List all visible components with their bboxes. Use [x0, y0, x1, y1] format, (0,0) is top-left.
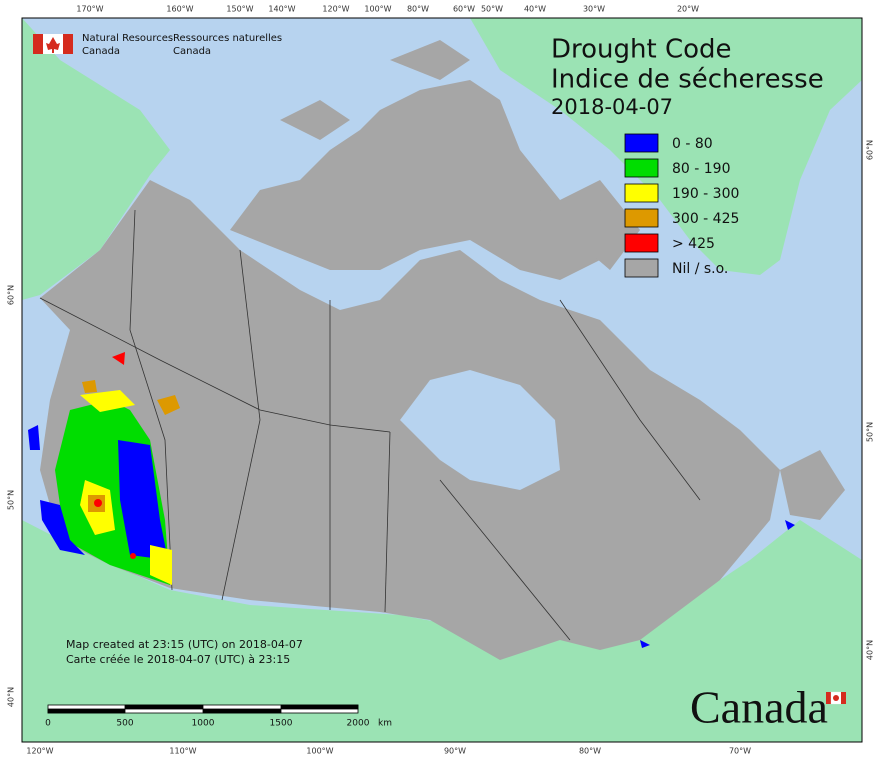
arctic-islands — [230, 80, 600, 280]
graticule-label: 40°W — [524, 5, 546, 14]
org-fr: Canada — [173, 46, 211, 57]
legend-swatch — [624, 133, 659, 153]
alaska — [22, 18, 170, 300]
wordmark: Canada — [690, 682, 828, 733]
org-en: Natural Resources — [82, 33, 173, 44]
graticule-label: 100°W — [306, 747, 333, 756]
wordmark-flag — [826, 691, 846, 705]
legend-swatch — [624, 233, 659, 253]
title-date: 2018-04-07 — [551, 95, 673, 119]
graticule-label: 100°W — [364, 5, 391, 14]
newfoundland — [780, 450, 845, 520]
graticule-label: 90°W — [444, 747, 466, 756]
graticule-label: 40°N — [866, 640, 875, 660]
scale-label: 1500 — [270, 719, 293, 729]
graticule-label: 140°W — [268, 5, 295, 14]
legend-label: > 425 — [672, 236, 715, 252]
scale-label: 2000 — [347, 719, 370, 729]
created-fr: Carte créée le 2018-04-07 (UTC) à 23:15 — [66, 653, 290, 666]
legend-label: 190 - 300 — [672, 186, 739, 202]
graticule-label: 60°N — [7, 285, 16, 305]
graticule-label: 60°N — [866, 140, 875, 160]
graticule-label: 70°W — [729, 747, 751, 756]
title-en: Drought Code — [551, 35, 732, 65]
created-en: Map created at 23:15 (UTC) on 2018-04-07 — [66, 638, 303, 651]
org-fr: Ressources naturelles — [173, 33, 282, 44]
graticule-label: 160°W — [166, 5, 193, 14]
arctic-islands-north — [280, 40, 640, 270]
flag-logo — [33, 34, 73, 54]
legend-swatch — [624, 258, 659, 278]
graticule-label: 80°W — [407, 5, 429, 14]
graticule-label: 40°N — [7, 687, 16, 707]
org-en: Canada — [82, 46, 120, 57]
title-fr: Indice de sécheresse — [551, 65, 824, 95]
legend-swatch — [624, 158, 659, 178]
graticule-label: 170°W — [76, 5, 103, 14]
graticule-label: 50°W — [481, 5, 503, 14]
scale-label: 0 — [45, 719, 51, 729]
legend-swatch — [624, 208, 659, 228]
greenland — [470, 18, 862, 275]
legend-swatch — [624, 183, 659, 203]
legend-label: 80 - 190 — [672, 161, 731, 177]
hudson-bay — [400, 370, 560, 490]
scale-bar — [47, 704, 359, 714]
graticule-label: 110°W — [169, 747, 196, 756]
graticule-label: 80°W — [579, 747, 601, 756]
usa — [22, 520, 862, 742]
drought-areas — [28, 352, 795, 648]
scale-unit: km — [378, 719, 392, 729]
graticule-label: 120°W — [26, 747, 53, 756]
legend-label: 0 - 80 — [672, 136, 713, 152]
graticule-label: 60°W — [453, 5, 475, 14]
graticule-label: 150°W — [226, 5, 253, 14]
scale-label: 500 — [116, 719, 133, 729]
legend-label: 300 - 425 — [672, 211, 739, 227]
graticule-label: 120°W — [322, 5, 349, 14]
boundaries — [39, 209, 701, 641]
map-frame — [21, 17, 863, 743]
graticule-label: 50°N — [7, 490, 16, 510]
graticule-label: 20°W — [677, 5, 699, 14]
graticule-label: 50°N — [866, 422, 875, 442]
graticule-label: 30°W — [583, 5, 605, 14]
scale-label: 1000 — [192, 719, 215, 729]
legend-label: Nil / s.o. — [672, 261, 728, 277]
